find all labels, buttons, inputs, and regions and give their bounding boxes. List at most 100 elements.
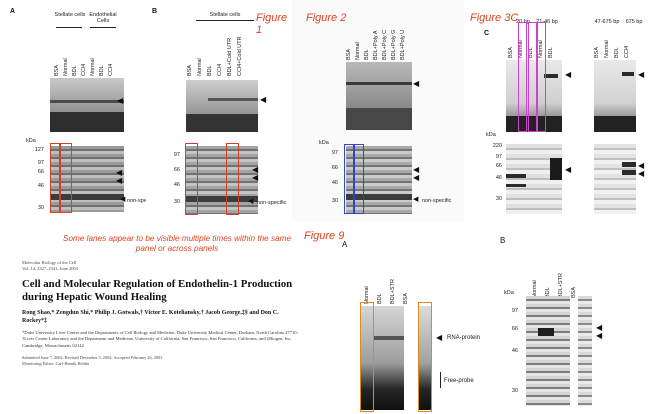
figure-title: Figure 9 [304,230,345,242]
lane-label: BSA [187,64,193,76]
arrow-icon: ◀ [248,198,254,205]
gel-lower-left [506,144,562,214]
group-line [196,20,254,21]
nonspecific-label: non-specific [257,200,287,206]
mw-marker-label: 66 [495,163,502,169]
arrow-icon: ◀ [565,70,572,79]
lane-label: BSA [571,286,577,298]
arrow-icon: ◀ [436,333,443,342]
mw-marker-label: 66 [37,169,44,175]
lane-label: CCl4 [217,63,223,76]
arrow-icon: ◀ [638,70,645,79]
figure9-panel: Figure 9 A B Normal BDL BDL+STR BSA Normal B… [304,226,664,414]
lane-label: BDL [614,47,620,58]
kda-label: kDa [504,290,514,296]
panel-letter: B [500,236,506,245]
group-label-47-675bp: 47-675 bp [594,19,620,25]
figure1-panel-a: A Stellate cells Endothelial Cells BSA No… [0,0,156,222]
mw-marker-label: 66 [511,326,518,332]
arrow-icon: ◀ [260,95,267,104]
gel-9b-bsa [578,296,592,406]
mw-marker-label: 127 [34,147,44,153]
nonspecific-label: non-specific [127,198,157,204]
gel-upper [186,80,258,132]
gel-9b-main [526,296,570,406]
lane-label: Normal [604,40,610,58]
mw-marker-label: 97 [37,160,44,166]
mw-marker-label: 66 [331,165,338,171]
lane-label: BDL [72,65,78,76]
lane-label: Normal [355,42,361,60]
lane-label: BDL [377,293,383,304]
lane-label: BSA [508,46,514,58]
gel-upper [346,62,412,130]
arrow-icon: ◀ [565,165,572,174]
lane-label: CCl4 [108,63,114,76]
annotation-caption: Some lanes appear to be visible multiple… [63,234,291,254]
lane-label: BDL+Poly C [382,29,388,60]
mw-marker-label: 30 [37,205,44,211]
lane-label: BDL+Poly U [400,29,406,60]
figure1-panel-b: B Figure 1 Stellate cells BSA Normal BDL CC… [146,0,292,222]
gel-upper-left [506,60,562,132]
figure-title: Figure 3C [470,12,519,24]
lane-label: BDL [528,47,534,58]
lane-label: CCl4+Cold UTR [237,36,243,76]
lane-label: Normal [63,58,69,76]
lane-label: Normal [197,58,203,76]
mw-marker-label: 97 [173,152,180,158]
gel-9a-bsa [418,306,432,410]
figure-title: Figure 1 [256,12,288,36]
lane-label: BDL [99,65,105,76]
figure2-panel: Figure 2 BSA Normal BDL BDL+Poly A BDL+Poly … [292,0,464,222]
paper-submitted: Submitted June 7, 2002; Revised December… [22,354,163,360]
mw-marker-label: 46 [37,183,44,189]
figure-title: Figure 2 [306,12,347,24]
double-arrow-icon: ◀ ◀ [596,323,603,340]
group-line [56,27,82,28]
gel-lower [50,146,124,212]
mw-marker-label: 46 [331,180,338,186]
double-arrow-icon: ◀ ◀ [116,168,123,185]
kda-label: kDa [486,132,496,138]
mw-marker-label: 97 [495,154,502,160]
arrow-icon: ◀ [120,196,126,203]
gel-upper-right [594,60,636,132]
gel-9a-main [360,306,404,410]
journal-volume: Vol. 14, 2327–2341, June 2003 [22,265,79,271]
free-probe-bracket [440,372,441,388]
mw-marker-label: 220 [492,143,502,149]
lane-label: BDL+Poly A [373,30,379,60]
group-label-21-46bp: 21-46 bp [536,19,558,25]
gel-upper [50,78,124,132]
group-label-stellate: Stellate cells [209,12,241,18]
gel-lower [346,146,412,214]
panel-letter: A [342,240,348,249]
double-arrow-icon: ◀ ◀ [252,165,259,182]
gel-lower [186,146,258,214]
lane-label: CCl4 [81,63,87,76]
kda-label: kDa [319,140,329,146]
paper-title: Cell and Molecular Regulation of Endothe… [22,277,293,303]
group-label-stellate: Stellate cells [54,12,86,18]
panel-letter: B [152,8,158,15]
mw-marker-label: 46 [173,182,180,188]
double-arrow-icon: ◀ ◀ [413,165,420,182]
kda-label: kDa [26,138,36,144]
double-arrow-icon: ◀ ◀ [638,161,645,178]
gel-lower-right [594,144,636,214]
mw-marker-label: 30 [331,198,338,204]
free-probe-label: Free-probe [444,378,474,384]
lane-label: Normal [90,58,96,76]
mw-marker-label: 46 [511,348,518,354]
lane-label: BDL+STR [390,279,396,304]
lane-label: BDL+STR [558,273,564,298]
rna-protein-label: RNA-protein [447,335,481,341]
figure3c-panel: Figure 3C C 20 bp 21-46 bp 47-675 bp 675… [464,0,664,222]
group-line [90,27,116,28]
lane-label: BSA [346,48,352,60]
lane-label: CCl4 [624,45,630,58]
lane-label: BDL+Cold UTR [227,37,233,76]
mw-marker-label: 97 [511,308,518,314]
paper-authors: Rong Shao,* Zengdun Shi,* Philip J. Gotw… [22,310,279,325]
